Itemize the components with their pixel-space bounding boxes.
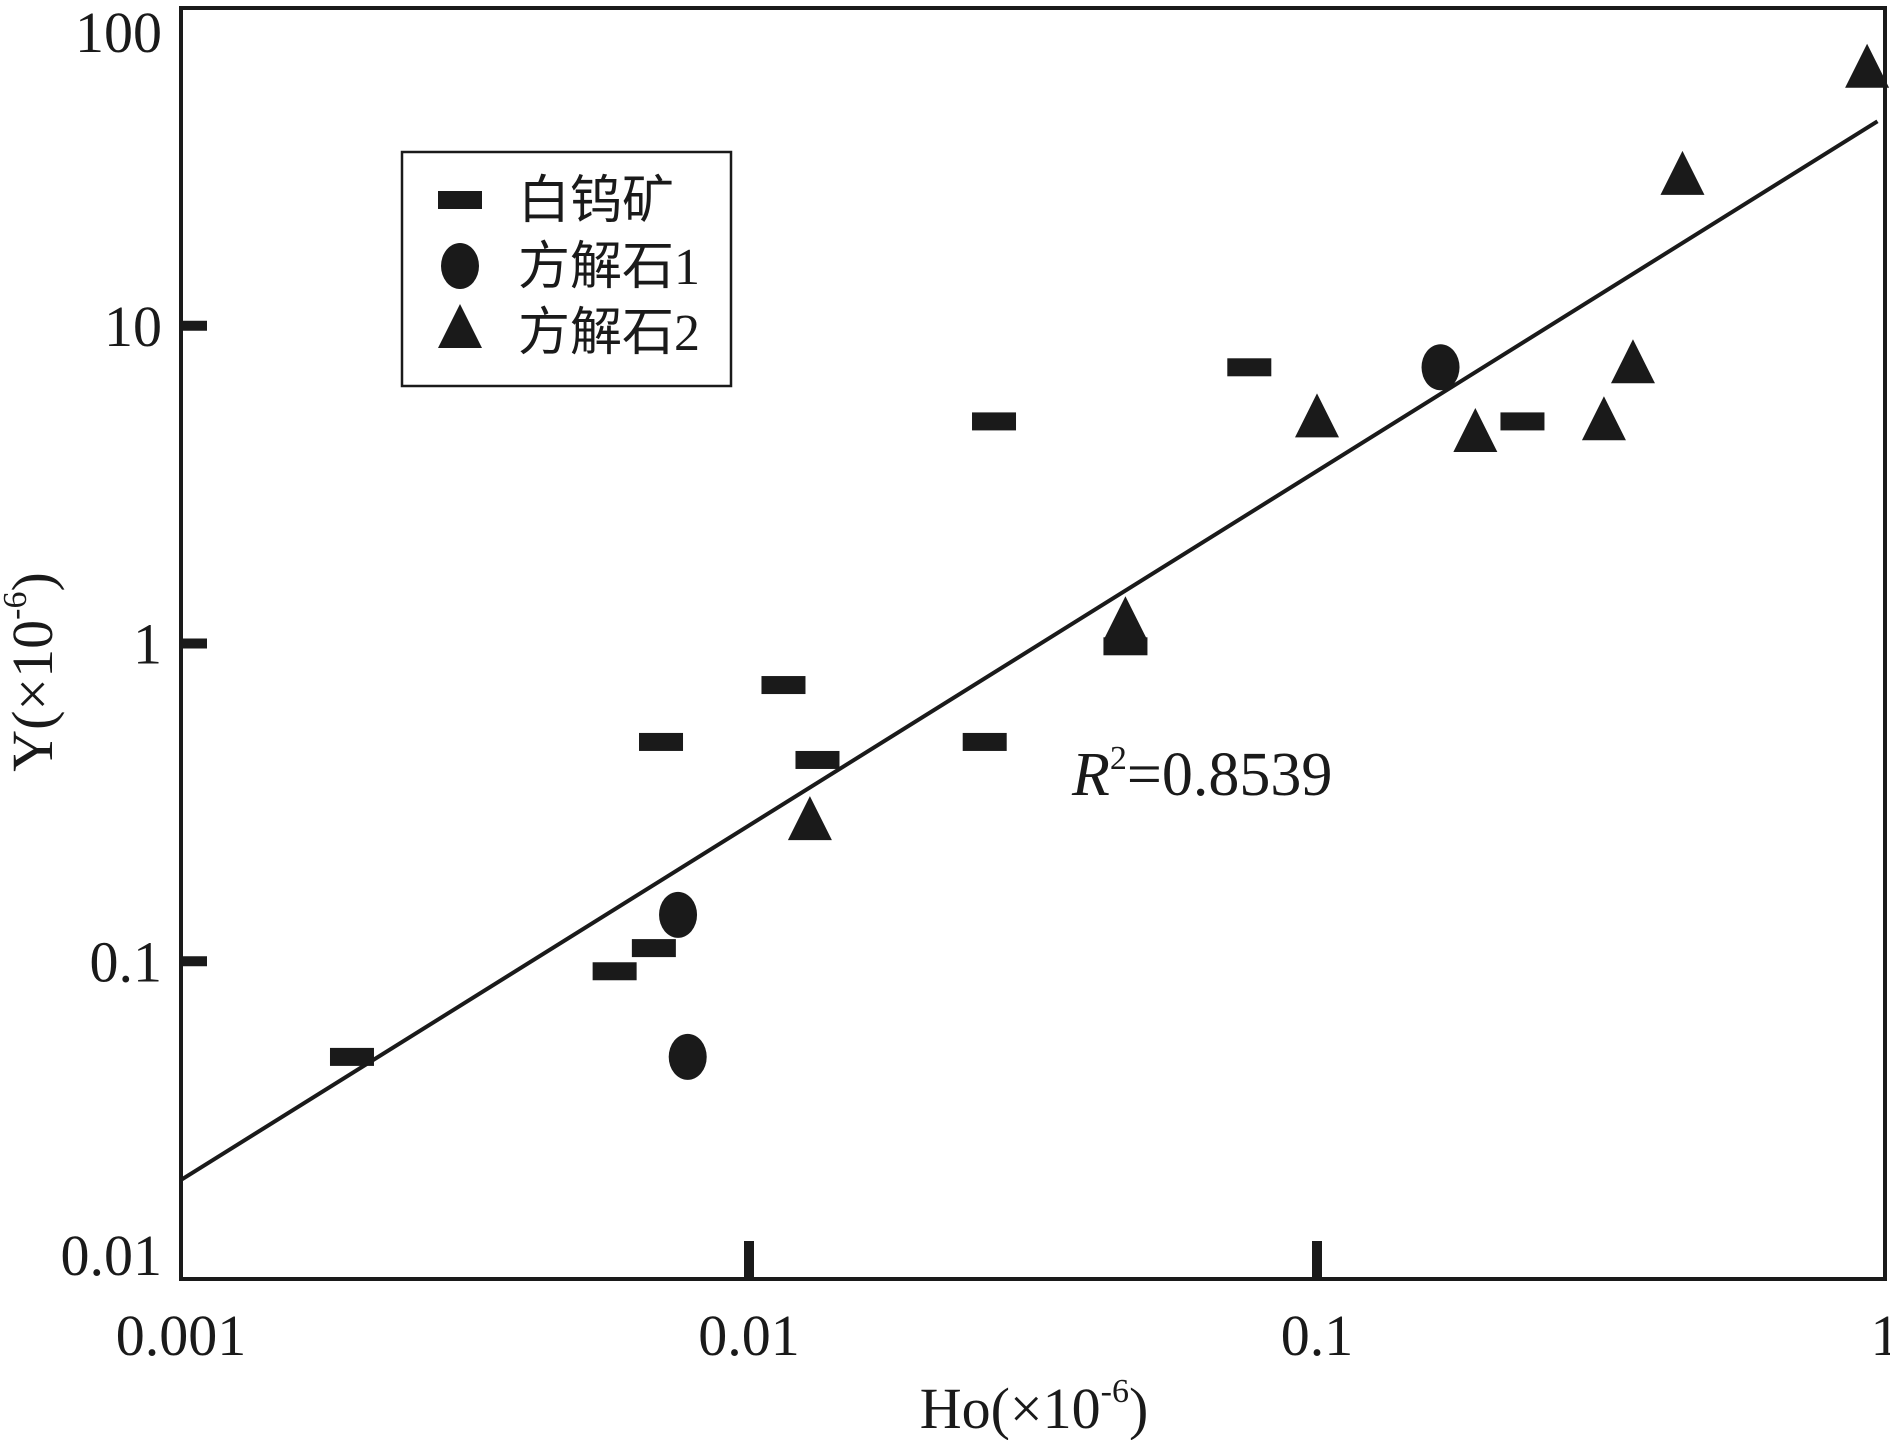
point-scheelite-8 (962, 732, 1007, 751)
point-scheelite-11 (1500, 412, 1545, 431)
regression-line (179, 119, 1879, 1182)
y-tick-label-0-01: 0.01 (61, 1223, 163, 1288)
x-tick-label-0-1: 0.1 (1281, 1303, 1354, 1368)
point-scheelite-2 (592, 962, 637, 981)
point-scheelite-7 (972, 412, 1017, 431)
y-tick-label-10: 10 (104, 294, 162, 359)
point-scheelite-9 (1103, 637, 1148, 656)
point-calcite-2-7 (1660, 150, 1705, 195)
point-scheelite-1 (329, 1047, 374, 1066)
y-axis-title-exponent: -6 (0, 592, 34, 620)
r-squared-exponent: 2 (1110, 740, 1127, 777)
r-squared-base: R (1071, 741, 1110, 809)
legend-label-scheelite: 白钨矿 (518, 173, 674, 230)
point-calcite-2-5 (1581, 396, 1626, 441)
point-calcite-2-8 (1845, 43, 1890, 88)
point-calcite-2-6 (1610, 339, 1655, 384)
point-calcite-2-4 (1453, 407, 1498, 452)
point-calcite-2-3 (1295, 393, 1339, 438)
r-squared-value: =0.8539 (1127, 741, 1332, 809)
x-tick-mark-0-01 (744, 1241, 754, 1279)
point-calcite-1-3 (1421, 344, 1460, 391)
legend: 白钨矿 方解石1 方解石2 (400, 150, 733, 388)
y-axis-title-main: Y(×10 (0, 620, 65, 772)
legend-label-calcite-2: 方解石2 (518, 305, 700, 362)
y-tick-label-0-1: 0.1 (90, 929, 163, 994)
legend-symbols (438, 191, 482, 348)
legend-marker-calcite-2 (438, 304, 482, 348)
point-scheelite-10 (1227, 358, 1272, 377)
x-tick-label-1: 1 (1871, 1303, 1890, 1368)
y-axis-title: Y(×10-6) (0, 572, 65, 772)
y-tick-mark-10 (181, 320, 207, 331)
point-calcite-2-2 (1103, 596, 1148, 641)
x-tick-mark-0-1 (1312, 1241, 1322, 1279)
point-calcite-1-2 (668, 1033, 707, 1080)
y-tick-label-1: 1 (133, 612, 162, 677)
x-axis-title: Ho(×10-6) (920, 1373, 1149, 1440)
x-tick-label-0-01: 0.01 (698, 1303, 800, 1368)
point-scheelite-6 (795, 750, 840, 769)
y-tick-mark-0-1 (181, 956, 207, 967)
x-tick-label-0-001: 0.001 (116, 1303, 247, 1368)
y-tick-label-100: 100 (75, 0, 162, 65)
data-marks (329, 43, 1890, 1080)
legend-marker-scheelite (438, 191, 482, 209)
x-axis-title-main: Ho(×10 (920, 1376, 1101, 1440)
point-calcite-1-1 (659, 891, 698, 938)
point-calcite-2-1 (787, 796, 832, 841)
fit-line-group (179, 119, 1879, 1182)
y-axis-title-close: ) (0, 572, 65, 591)
point-scheelite-3 (631, 939, 676, 958)
point-scheelite-5 (761, 676, 806, 695)
x-axis-title-close: ) (1129, 1376, 1148, 1440)
legend-marker-calcite-1 (441, 243, 479, 289)
y-tick-mark-1 (181, 638, 207, 649)
axis-ticks: 0.001 0.01 0.1 1 0.01 0.1 1 10 100 (61, 0, 1890, 1368)
r-squared-annotation: R2=0.8539 (1071, 740, 1332, 809)
point-scheelite-4 (639, 732, 684, 751)
legend-label-calcite-1: 方解石1 (518, 239, 700, 296)
x-axis-title-exponent: -6 (1101, 1373, 1129, 1410)
